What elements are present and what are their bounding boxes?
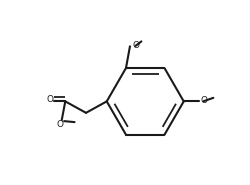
- Text: O: O: [132, 41, 139, 50]
- Text: O: O: [199, 96, 206, 105]
- Text: O: O: [56, 120, 63, 129]
- Text: O: O: [47, 95, 54, 104]
